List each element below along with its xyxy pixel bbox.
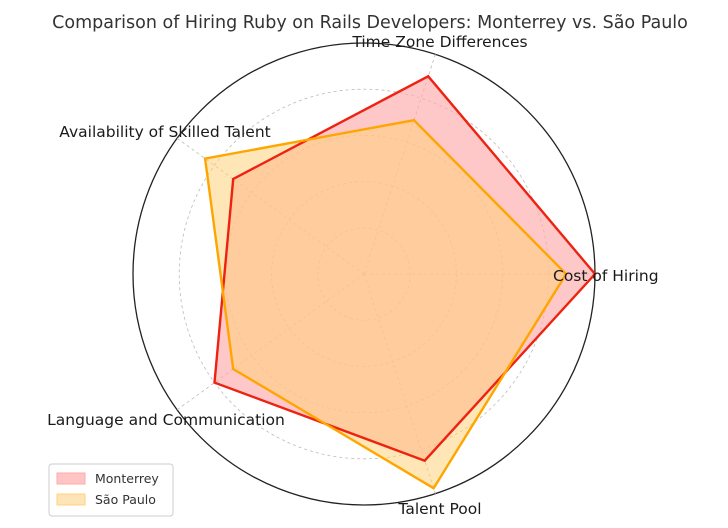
chart-title: Comparison of Hiring Ruby on Rails Devel…: [52, 13, 688, 33]
series-line-1: [213, 74, 597, 463]
legend-swatch-sao-paulo: [56, 493, 86, 506]
axis-label-time-zone: Time Zone Differences: [351, 33, 527, 51]
axis-labels: Cost of Hiring Time Zone Differences Ava…: [47, 33, 658, 518]
axis-label-cost-of-hiring: Cost of Hiring: [553, 267, 659, 285]
axis-label-talent-pool: Talent Pool: [397, 500, 481, 518]
series-area-2: [205, 120, 567, 489]
legend-label-monterrey: Monterrey: [95, 471, 159, 486]
axis-label-language: Language and Communication: [47, 411, 285, 429]
legend: Monterrey São Paulo: [48, 463, 174, 517]
series-line-2: [203, 118, 568, 490]
legend-label-sao-paulo: São Paulo: [95, 492, 156, 507]
series-layer: [203, 74, 597, 490]
legend-swatch-monterrey: [56, 472, 86, 485]
axis-label-skilled-talent: Availability of Skilled Talent: [59, 123, 270, 141]
